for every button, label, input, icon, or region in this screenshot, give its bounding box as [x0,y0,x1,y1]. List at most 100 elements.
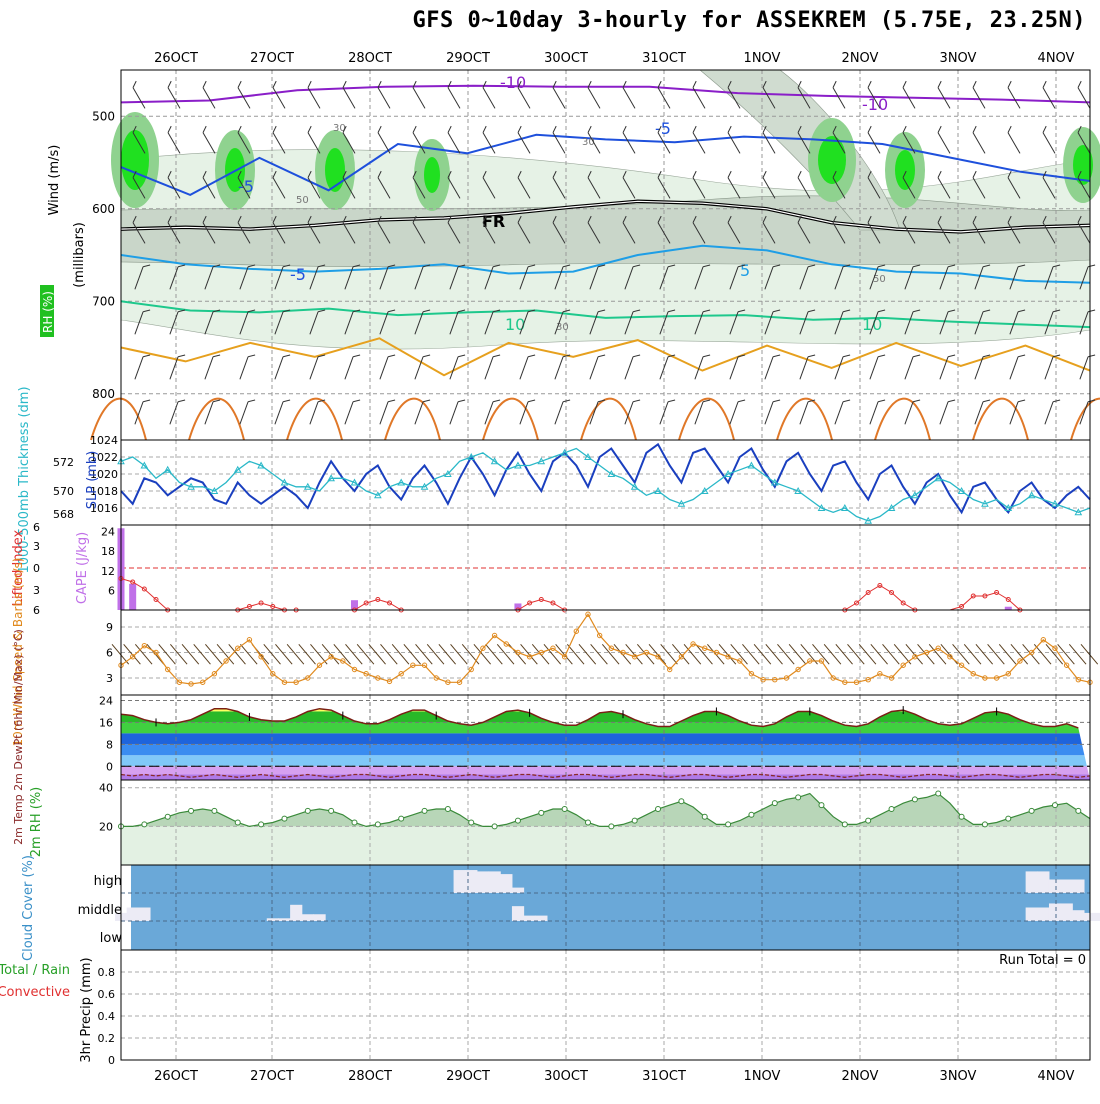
wind-speed-marker [456,679,463,685]
wind-barb-flag [457,354,466,358]
rh-marker [188,807,195,814]
cloud-cover-middle-bar [290,904,303,921]
wind-barb-shaft [414,401,424,425]
wind-barb-flag [807,264,816,268]
surface-wind-barb [812,643,830,665]
temperature-contour-minus10 [120,84,1091,104]
wind-barb-flag [972,80,977,88]
wind-barb [904,309,921,335]
lifted-index-marker [1005,597,1011,602]
wind-speed-marker [491,632,498,639]
wind-barb-flag [177,354,186,358]
ylabel-temperature-2m: 2m Temp 2m DewPt (6hr Min/Max) (°C) [12,629,25,845]
surface-wind-barb [975,643,994,665]
wind-speed-marker [270,671,276,677]
wind-barb [377,170,391,199]
rh-marker [234,819,241,826]
lifted-index-marker [854,600,860,606]
thickness-marker [747,461,756,469]
wind-barb [344,264,361,290]
wind-barb-shaft [412,132,426,154]
wind-barb-shaft [132,132,146,154]
wind-barb-shaft [939,266,949,290]
wind-barb-flag [387,399,396,403]
wind-barb-flag [317,354,326,358]
surface-wind-barb-shaft [928,643,947,665]
wind-barb-shaft [657,132,671,154]
wind-barb [939,309,956,335]
precip-tick-label: 0 [108,1054,115,1067]
surface-wind-barb-shaft [193,643,211,665]
wind-barb-shaft [204,311,214,335]
wind-barb-shaft [762,222,776,244]
wind-barb [379,399,396,425]
wind-barb [307,80,321,109]
wind-barb-flag [877,399,886,403]
wind-barb-shaft [307,222,321,244]
surface-wind-barb-shaft [205,643,223,665]
wind-barb [764,264,781,290]
wind-barb [134,309,151,335]
wind-barb [342,125,356,154]
wind-barb-shaft [517,177,531,199]
wind-barb [344,399,361,425]
wind-barb [1007,215,1021,244]
wind-speed-marker [923,649,930,656]
wind-barb-flag [517,125,522,133]
wind-barb-flag [842,309,851,313]
surface-wind-barb [543,643,562,665]
surface-wind-barb [158,643,176,665]
wind-speed-marker [655,654,661,660]
rh-tick-label: 40 [99,782,113,795]
wind-barb-flag [307,125,312,133]
cloud-cover-bg [131,865,1090,950]
rh-marker [701,813,708,820]
wind-barb [449,399,466,425]
wind-barb-shaft [1009,311,1019,335]
wind-barb-shaft [412,177,426,199]
wind-barb-shaft [692,87,706,109]
surface-wind-barb [683,643,702,665]
surface-wind-barb-shaft [1057,643,1075,665]
wind-barb-shaft [239,356,249,380]
wind-barb-flag [142,264,151,268]
wind-barb-flag [867,170,872,178]
wind-speed-marker [164,666,171,673]
wind-barb-shaft [657,87,671,109]
wind-barb-shaft [307,177,321,199]
wind-barb [484,264,501,290]
temp-tick-label: 0 [106,760,113,773]
thickness-marker [1074,508,1083,516]
wind-barb-flag [317,309,326,313]
surface-wind-barb [298,643,316,665]
surface-wind-barb [333,643,351,665]
cloud-cover-middle-bar [313,914,326,921]
surface-wind-barb [134,643,153,665]
wind-barb-flag [702,264,711,268]
temperature-contour-20 [188,397,245,441]
thickness-marker [163,465,172,473]
temperature-band [121,774,1090,780]
wind-barb-flag [412,170,417,178]
rh-marker [911,796,918,803]
wind-barb-shaft [902,132,916,154]
wind-barb-flag [947,264,956,268]
surface-wind-barb-shaft [450,643,468,665]
wind-barb-shaft [379,311,389,335]
wind-barb-shaft [624,356,634,380]
temperature-contour-10 [120,300,1091,329]
thickness-marker [934,474,943,482]
wind-barb-flag [247,264,256,268]
cape-bar [129,583,137,610]
thickness-marker [537,457,546,465]
wind-barb-flag [1007,215,1012,223]
wind-barb-flag [177,309,186,313]
surface-wind-barb [473,643,492,665]
rh-marker [795,794,802,801]
wind-barb [132,215,146,244]
temperature-contour-20 [384,397,441,441]
wind-barb-shaft [554,266,564,290]
wind-barb-shaft [517,87,531,109]
wind-barb-shaft [342,87,356,109]
wind-barb-shaft [554,356,564,380]
